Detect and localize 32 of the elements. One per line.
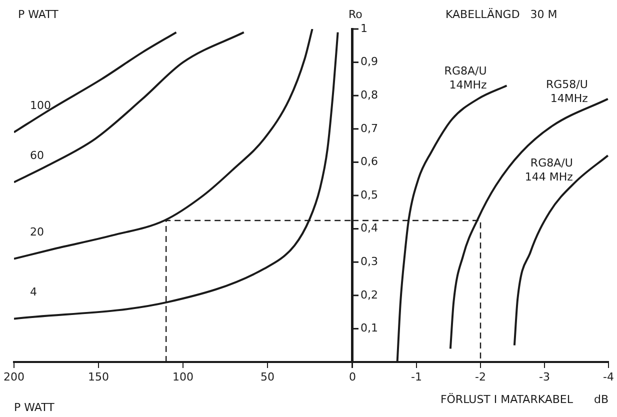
text: P WATT: [18, 8, 59, 21]
line-series: [513, 154, 609, 346]
chart-title: KABELLÄNGD 30 M: [446, 6, 558, 21]
series-label: 20: [30, 226, 44, 239]
series-label: 100: [30, 99, 51, 112]
y-tick-label: 0,4: [360, 222, 378, 235]
x-tick-label: -1: [411, 370, 422, 384]
y-tick-label: 1: [360, 22, 368, 35]
x-tick-label: -3: [539, 370, 550, 384]
x-tick-label: 0: [349, 370, 356, 384]
y-tick-label: 0,8: [360, 88, 378, 102]
x-axis-title: FÖRLUST I MATARKABEL dB: [440, 392, 609, 406]
y-tick-label: 0,6: [360, 155, 378, 168]
series-label: 60: [30, 149, 44, 162]
y-tick-label: 0,7: [360, 122, 378, 135]
y-tick-label: 0,3: [360, 254, 378, 268]
x-tick-label: -2: [475, 370, 486, 384]
y-axis-title: Ro: [348, 8, 363, 21]
series-label: RG8A/U 14MHz: [444, 64, 487, 92]
y-tick-label: 0,5: [360, 188, 378, 202]
series-label: RG8A/U 144 MHz: [524, 156, 574, 184]
x-tick-label: 200: [4, 370, 24, 384]
x-tick-label: 100: [172, 370, 194, 384]
y-tick-label: 0,1: [360, 322, 378, 335]
y-tick-label: 0,9: [360, 55, 378, 68]
series-label: RG58/U 14MHz: [546, 78, 588, 105]
y-tick-label: 0,2: [360, 288, 378, 302]
x-tick-label: 50: [260, 370, 274, 384]
series-label: 4: [30, 286, 37, 299]
x-tick-label: -4: [603, 370, 614, 384]
x-axis-title: P WATT: [14, 400, 55, 414]
x-tick-label: 150: [88, 370, 109, 384]
